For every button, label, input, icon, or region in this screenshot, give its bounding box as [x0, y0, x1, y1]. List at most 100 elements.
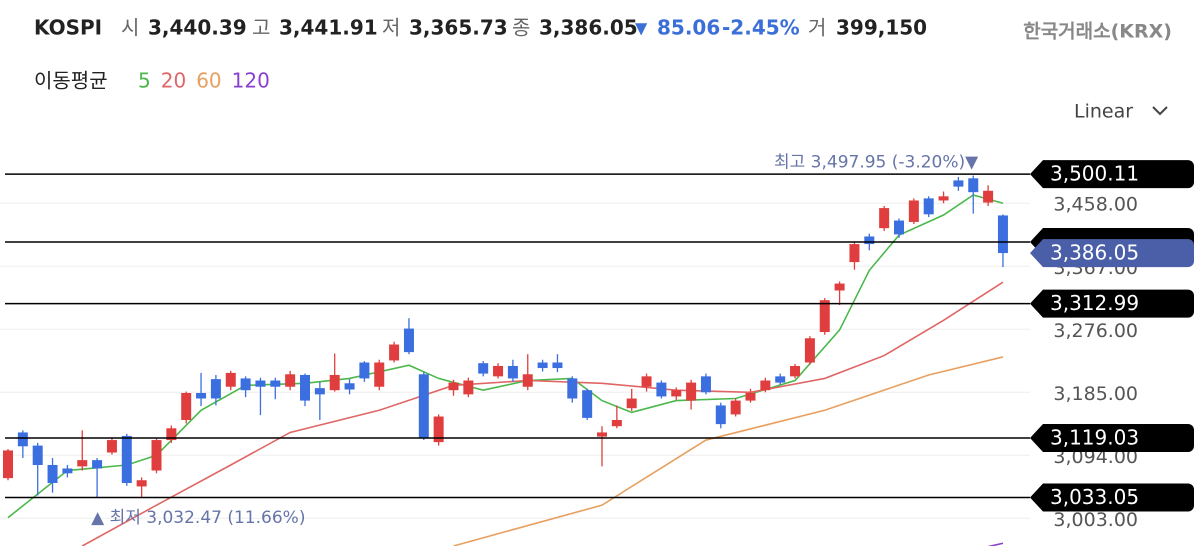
ma-label: 이동평균 [34, 69, 108, 93]
change: 85.06 [657, 16, 720, 40]
ma-line [81, 281, 1004, 546]
value: 399,150 [836, 16, 927, 40]
candle-body [894, 220, 904, 235]
candle-body [106, 440, 117, 453]
ma-legend: 120 [232, 69, 270, 93]
candle-body [478, 363, 489, 374]
dropdown-arrow[interactable] [1152, 106, 1168, 116]
candle-body [151, 440, 162, 471]
header: KOSPI 시 3,440.39 고 3,441.91 저 3,365.73 종… [34, 16, 1172, 123]
candle-body [136, 480, 147, 487]
value: 3,440.39 [148, 16, 247, 40]
candle-body [730, 400, 741, 415]
ma-line [453, 356, 1004, 546]
candle-body [849, 244, 860, 263]
candle-body [344, 383, 355, 390]
candle-body [522, 374, 533, 387]
max-annotation: 최고 3,497.95 (-3.20%)▼ [774, 153, 979, 173]
candle-body [552, 362, 563, 369]
candle-body [359, 362, 370, 379]
candle-body [686, 382, 697, 401]
label: 종 [512, 16, 530, 40]
ma-line [7, 194, 1004, 519]
candle-body [418, 374, 429, 438]
price-tag-label: 3,119.03 [1050, 425, 1139, 449]
value: 3,441.91 [279, 16, 378, 40]
candle-body [403, 328, 414, 353]
candle-body [121, 435, 132, 483]
price-tag-label: 3,386.05 [1050, 241, 1139, 265]
candle-body [864, 236, 875, 245]
min-annotation: ▲ 최저 3,032.47 (11.66%) [91, 508, 305, 528]
candle-body [953, 180, 964, 187]
candle-body [374, 362, 385, 387]
candle-body [329, 374, 340, 391]
candle-body [389, 344, 400, 361]
candle-body [641, 376, 652, 387]
price-tag-label: 3,500.11 [1050, 162, 1139, 186]
index-name: KOSPI [34, 16, 102, 40]
candle-body [923, 198, 934, 215]
candle-body [240, 378, 251, 391]
candle-body [908, 200, 919, 222]
label: 시 [121, 16, 139, 40]
ma-legend: 5 [138, 69, 151, 93]
candle-body [983, 190, 994, 203]
candle-body [567, 378, 578, 399]
candle-body [493, 365, 504, 377]
value: 3,365.73 [409, 16, 508, 40]
candle-body [210, 379, 221, 399]
scale-select[interactable]: Linear [1074, 101, 1133, 123]
plot [3, 175, 1008, 546]
candle-body [834, 283, 845, 291]
candle-body [938, 196, 949, 201]
ma-line [987, 542, 1004, 546]
candle-body [225, 372, 236, 387]
candle-body [790, 365, 801, 377]
candle-body [879, 208, 890, 229]
candle-body [611, 419, 622, 427]
candle-body [32, 445, 43, 465]
candle-body [62, 468, 73, 474]
y-tick-label: 3,003.00 [1053, 509, 1138, 531]
candle-body [433, 416, 444, 443]
label: 거 [808, 16, 826, 40]
candle-body [582, 390, 593, 418]
y-tick-label: 3,276.00 [1053, 320, 1138, 342]
candle-body [92, 460, 103, 469]
arrow: ▼ [635, 19, 648, 38]
candle-body [463, 380, 474, 395]
candle-body [285, 374, 296, 387]
candle-body [507, 365, 518, 379]
price-tag [1030, 289, 1194, 318]
price-tag [1030, 160, 1194, 189]
ma-legend: 60 [196, 69, 221, 93]
label: 저 [382, 16, 400, 40]
candle-body [3, 450, 13, 479]
candle-body [537, 362, 548, 369]
candle-body [597, 432, 607, 437]
candle-body [17, 432, 28, 447]
candle-body [300, 374, 310, 401]
candle-body [775, 376, 786, 383]
candle-body [804, 338, 815, 363]
candle-body [166, 428, 177, 441]
price-tag-label: 3,312.99 [1050, 291, 1139, 315]
candle-body [196, 392, 207, 399]
candle-body [656, 382, 667, 397]
candle-body [700, 376, 711, 393]
change-pct: -2.45% [722, 16, 800, 40]
candle-body [314, 388, 325, 395]
candle-body [760, 380, 771, 391]
y-tick-label: 3,185.00 [1053, 383, 1138, 405]
ma-legend: 20 [161, 69, 186, 93]
candle-body [715, 405, 726, 425]
y-tick-label: 3,458.00 [1053, 194, 1138, 216]
price-tag [1030, 239, 1194, 268]
candle-body [77, 460, 88, 467]
candle-body [270, 380, 281, 387]
candle-body [671, 390, 682, 397]
value: 3,386.05 [539, 16, 638, 40]
source: 한국거래소(KRX) [1023, 21, 1172, 43]
